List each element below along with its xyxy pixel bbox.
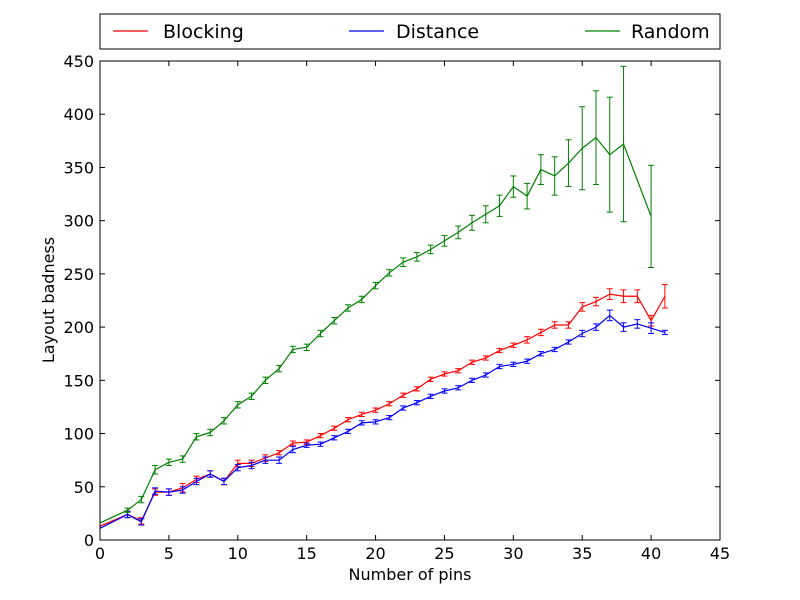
x-tick-label: 0	[95, 544, 105, 563]
legend: Blocking Distance Random	[99, 13, 721, 50]
x-axis-title: Number of pins	[349, 565, 472, 584]
y-tick-label: 150	[63, 371, 94, 390]
x-tick-label: 30	[503, 544, 523, 563]
legend-label: Blocking	[163, 21, 244, 43]
x-tick-label: 10	[228, 544, 248, 563]
y-tick-label: 0	[84, 531, 94, 550]
plot-frame	[99, 60, 721, 541]
y-axis-title: Layout badness	[39, 237, 58, 363]
y-tick-label: 100	[63, 425, 94, 444]
series-line-random	[100, 137, 652, 524]
y-tick-label: 300	[63, 212, 94, 231]
legend-entry-random: Random	[585, 21, 710, 43]
series-random	[100, 65, 655, 524]
legend-entry-distance: Distance	[349, 21, 479, 43]
x-tick-label: 40	[641, 544, 661, 563]
y-tick-label: 200	[63, 318, 94, 337]
x-tick-label: 20	[365, 544, 385, 563]
legend-entry-blocking: Blocking	[113, 21, 244, 43]
y-tick-label: 350	[63, 158, 94, 177]
y-tick-label: 250	[63, 265, 94, 284]
y-tick-label: 50	[74, 478, 94, 497]
axes: 0 5 10 15 20 25 30 35 40 450501001502002503003504…	[63, 52, 730, 563]
x-tick-label: 15	[296, 544, 316, 563]
legend-label: Distance	[396, 21, 479, 43]
x-tick-label: 35	[572, 544, 592, 563]
x-tick-label: 25	[434, 544, 454, 563]
series-line-blocking	[100, 293, 666, 527]
x-tick-label: 5	[164, 544, 174, 563]
plot-area	[100, 65, 668, 529]
x-tick-label: 45	[710, 544, 730, 563]
series-line-distance	[100, 314, 666, 529]
y-tick-label: 400	[63, 105, 94, 124]
y-tick-label: 450	[63, 52, 94, 71]
legend-label: Random	[631, 21, 710, 43]
